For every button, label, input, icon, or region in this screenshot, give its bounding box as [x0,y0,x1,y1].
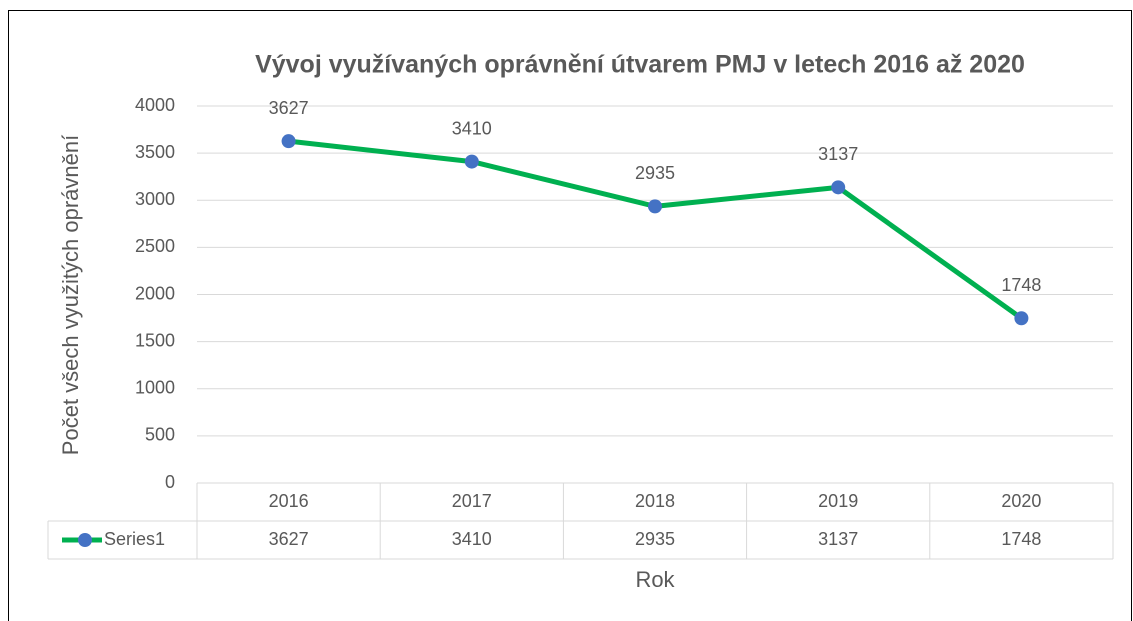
y-tick-label: 500 [145,425,175,445]
data-label: 3137 [818,144,858,164]
chart-border [8,10,1132,621]
y-tick-label: 3500 [135,142,175,162]
table-value: 3627 [269,529,309,549]
table-value: 2935 [635,529,675,549]
x-tick-label: 2019 [818,491,858,511]
marker [831,180,846,195]
y-tick-label: 0 [165,472,175,492]
data-label: 1748 [1001,275,1041,295]
y-tick-label: 2500 [135,236,175,256]
marker [281,134,296,149]
y-tick-label: 1500 [135,330,175,350]
marker [464,154,479,169]
x-tick-label: 2017 [452,491,492,511]
table-value: 3137 [818,529,858,549]
marker [1014,311,1029,326]
y-axis-title: Počet všech využitých oprávnění [58,135,83,455]
chart-title: Vývoj využívaných oprávnění útvarem PMJ … [255,51,1025,79]
y-tick-label: 2000 [135,283,175,303]
legend-label: Series1 [104,529,165,549]
data-label: 3627 [269,98,309,118]
data-label: 3410 [452,118,492,138]
data-label: 2935 [635,163,675,183]
x-axis-title: Rok [635,567,675,592]
x-tick-label: 2016 [269,491,309,511]
table-value: 1748 [1001,529,1041,549]
marker [648,199,662,214]
y-tick-label: 4000 [135,95,175,115]
table-value: 3410 [452,529,492,549]
x-tick-label: 2018 [635,491,675,511]
y-tick-label: 1000 [135,378,175,398]
x-tick-label: 2020 [1001,491,1041,511]
legend-key-marker [78,533,92,547]
y-tick-label: 3000 [135,189,175,209]
